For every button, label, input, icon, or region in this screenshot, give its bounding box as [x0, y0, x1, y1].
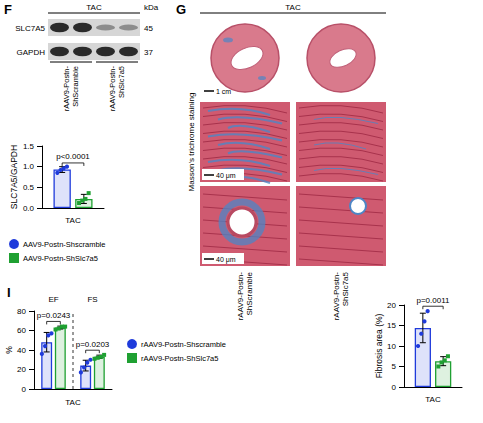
svg-text:p=0.0243: p=0.0243	[37, 311, 71, 320]
svg-text:ShScramble: ShScramble	[71, 66, 80, 107]
svg-text:TAC: TAC	[86, 3, 102, 12]
svg-text:%: %	[4, 346, 14, 354]
svg-text:ShSlc7a5: ShSlc7a5	[117, 66, 126, 98]
svg-text:SLC7A5: SLC7A5	[15, 24, 45, 33]
svg-text:I: I	[7, 285, 11, 300]
svg-text:p<0.0001: p<0.0001	[56, 152, 90, 161]
svg-text:10: 10	[387, 342, 396, 351]
svg-text:G: G	[176, 2, 186, 17]
svg-text:Masson's trichrome staining: Masson's trichrome staining	[187, 93, 196, 192]
svg-text:40: 40	[17, 346, 26, 355]
svg-text:0: 0	[392, 383, 397, 392]
svg-text:AAV9-Postn-Shscramble: AAV9-Postn-Shscramble	[23, 240, 105, 249]
svg-text:rAAV9-Postn-: rAAV9-Postn-	[332, 272, 341, 321]
svg-text:TAC: TAC	[285, 3, 301, 12]
svg-text:60: 60	[17, 326, 26, 335]
svg-text:1 cm: 1 cm	[216, 88, 231, 95]
svg-text:20: 20	[387, 301, 396, 310]
svg-text:TAC: TAC	[65, 216, 81, 225]
svg-text:GAPDH: GAPDH	[17, 48, 46, 57]
svg-text:rAAV9-Postn-ShSlc7a5: rAAV9-Postn-ShSlc7a5	[141, 354, 218, 363]
svg-text:20: 20	[17, 365, 26, 374]
svg-text:FS: FS	[87, 295, 97, 304]
svg-text:0.5: 0.5	[23, 183, 35, 192]
svg-text:40 μm: 40 μm	[216, 256, 236, 264]
svg-text:ShSlc7a5: ShSlc7a5	[341, 271, 350, 306]
svg-text:rAAV9-Postn-: rAAV9-Postn-	[62, 66, 72, 112]
svg-text:80: 80	[17, 307, 26, 316]
svg-text:45: 45	[144, 24, 153, 33]
svg-text:TAC: TAC	[425, 395, 441, 404]
svg-text:ShScramble: ShScramble	[245, 271, 254, 315]
svg-text:0: 0	[22, 385, 27, 394]
svg-text:p=0.0011: p=0.0011	[417, 296, 451, 305]
svg-text:37: 37	[144, 48, 153, 57]
svg-text:SLC7A5/GAPDH: SLC7A5/GAPDH	[9, 145, 19, 209]
svg-text:1.5: 1.5	[23, 142, 35, 151]
svg-text:AAV9-Postn-ShSlc7a5: AAV9-Postn-ShSlc7a5	[23, 254, 98, 263]
svg-text:EF: EF	[48, 295, 58, 304]
svg-text:15: 15	[387, 321, 396, 330]
svg-text:5: 5	[392, 362, 397, 371]
svg-text:40 μm: 40 μm	[216, 172, 236, 180]
svg-text:1.0: 1.0	[23, 162, 35, 171]
svg-text:kDa: kDa	[144, 3, 159, 12]
svg-text:Fibrosis area (%): Fibrosis area (%)	[374, 313, 384, 378]
svg-text:F: F	[4, 2, 12, 17]
svg-text:rAAV9-Postn-Shscramble: rAAV9-Postn-Shscramble	[141, 340, 226, 349]
svg-text:TAC: TAC	[65, 398, 81, 407]
svg-text:rAAV9-Postn-: rAAV9-Postn-	[236, 272, 245, 321]
svg-text:0.0: 0.0	[23, 204, 35, 213]
svg-text:p=0.0203: p=0.0203	[76, 340, 110, 349]
svg-text:rAAV9-Postn-: rAAV9-Postn-	[108, 66, 118, 112]
